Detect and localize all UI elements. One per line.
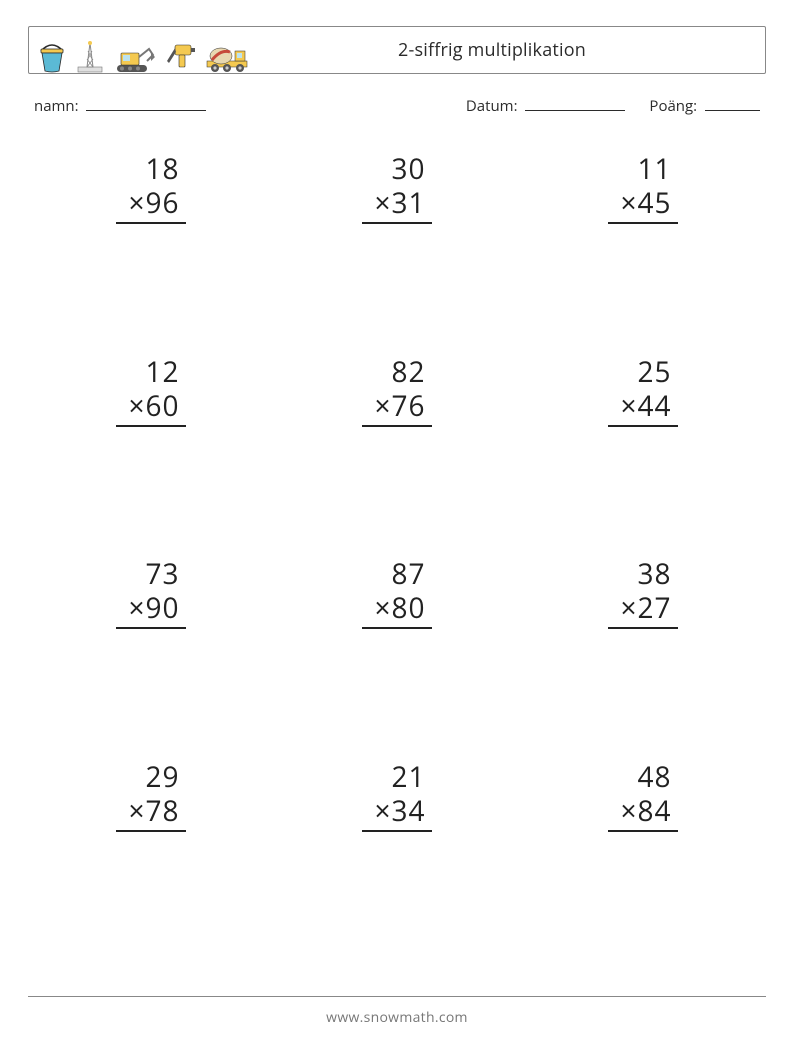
problem-7: 73×90 bbox=[28, 551, 274, 754]
multiplier: ×78 bbox=[116, 794, 185, 832]
multiplicand: 18 bbox=[116, 152, 185, 186]
problem-10: 29×78 bbox=[28, 754, 274, 957]
score-label: Poäng: bbox=[649, 96, 697, 116]
date-label: Datum: bbox=[466, 96, 518, 116]
problem-4: 12×60 bbox=[28, 349, 274, 552]
multiplier: ×80 bbox=[362, 591, 431, 629]
multiplicand: 29 bbox=[116, 760, 185, 794]
date-blank[interactable] bbox=[525, 96, 625, 111]
multiplicand: 12 bbox=[116, 355, 185, 389]
multiplier: ×90 bbox=[116, 591, 185, 629]
problem-1: 18×96 bbox=[28, 146, 274, 349]
multiplier: ×27 bbox=[608, 591, 677, 629]
multiplier: ×60 bbox=[116, 389, 185, 427]
worksheet-header: 2-siffrig multiplikation bbox=[28, 26, 766, 74]
mixer-truck-icon bbox=[205, 39, 249, 73]
multiplier: ×44 bbox=[608, 389, 677, 427]
problem-5: 82×76 bbox=[274, 349, 520, 552]
multiplicand: 87 bbox=[362, 557, 431, 591]
multiplicand: 21 bbox=[362, 760, 431, 794]
multiplier: ×84 bbox=[608, 794, 677, 832]
score-field: Poäng: bbox=[649, 96, 760, 116]
multiplier: ×76 bbox=[362, 389, 431, 427]
name-label: namn: bbox=[34, 96, 79, 116]
footer-text: www.snowmath.com bbox=[0, 1008, 794, 1027]
multiplicand: 73 bbox=[116, 557, 185, 591]
name-blank[interactable] bbox=[86, 96, 206, 111]
footer-divider bbox=[28, 996, 766, 997]
score-blank[interactable] bbox=[705, 96, 760, 111]
multiplier: ×96 bbox=[116, 186, 185, 224]
multiplicand: 25 bbox=[608, 355, 677, 389]
worksheet-title: 2-siffrig multiplikation bbox=[249, 38, 755, 62]
multiplicand: 30 bbox=[362, 152, 431, 186]
problem-9: 38×27 bbox=[520, 551, 766, 754]
multiplicand: 38 bbox=[608, 557, 677, 591]
problem-6: 25×44 bbox=[520, 349, 766, 552]
problem-12: 48×84 bbox=[520, 754, 766, 957]
excavator-icon bbox=[113, 39, 157, 73]
multiplicand: 82 bbox=[362, 355, 431, 389]
info-fields: namn: Datum: Poäng: bbox=[34, 96, 760, 116]
multiplier: ×31 bbox=[362, 186, 431, 224]
multiplier: ×45 bbox=[608, 186, 677, 224]
multiplier: ×34 bbox=[362, 794, 431, 832]
crane-icon bbox=[75, 39, 105, 73]
problem-11: 21×34 bbox=[274, 754, 520, 957]
header-icon-row bbox=[37, 27, 249, 73]
multiplicand: 48 bbox=[608, 760, 677, 794]
bucket-icon bbox=[37, 39, 67, 73]
problem-8: 87×80 bbox=[274, 551, 520, 754]
date-field: Datum: bbox=[466, 96, 626, 116]
problem-3: 11×45 bbox=[520, 146, 766, 349]
problem-2: 30×31 bbox=[274, 146, 520, 349]
name-field: namn: bbox=[34, 96, 206, 116]
multiplicand: 11 bbox=[608, 152, 677, 186]
drill-icon bbox=[165, 39, 197, 73]
problem-grid: 18×9630×3111×4512×6082×7625×4473×9087×80… bbox=[28, 146, 766, 956]
